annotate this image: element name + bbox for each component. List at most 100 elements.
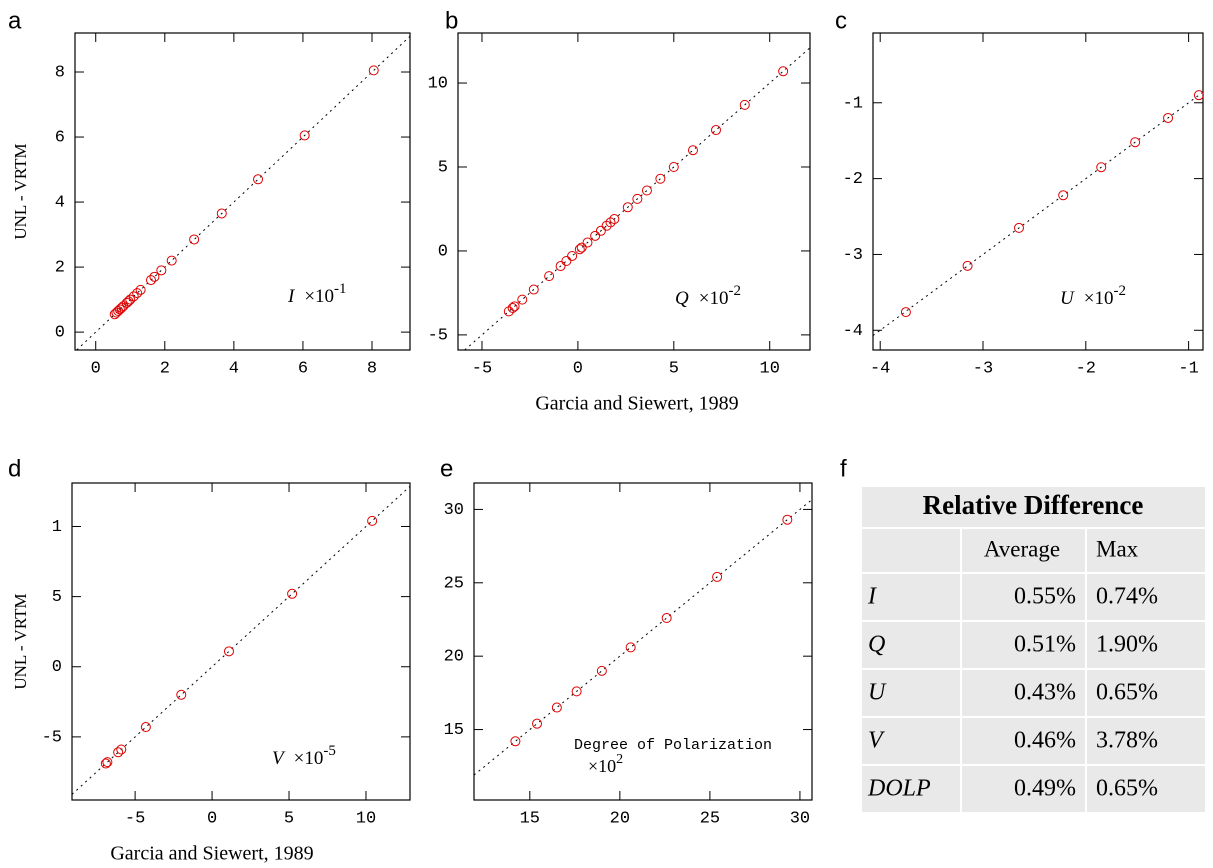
y-tick-label: -4	[843, 322, 863, 341]
point	[223, 646, 234, 657]
scale: ×10	[304, 286, 334, 307]
point	[601, 220, 612, 231]
table-cell	[962, 574, 1085, 620]
table-cell	[1087, 670, 1205, 716]
point	[622, 202, 633, 213]
x-tick-label: 30	[790, 809, 810, 828]
point	[532, 718, 543, 729]
x-tick-label: 0	[91, 359, 101, 378]
panel-letter: b	[445, 7, 458, 34]
y-tick-label: 2	[55, 259, 65, 278]
point	[507, 303, 518, 314]
plot-frame	[74, 32, 411, 351]
one-to-one-line	[464, 47, 811, 351]
max-value: 1.90%	[1096, 632, 1158, 658]
table-cell	[1087, 574, 1205, 620]
plot-frame	[457, 32, 811, 351]
point	[661, 613, 672, 624]
max-value: 0.74%	[1096, 584, 1158, 610]
table-cell	[1087, 766, 1205, 812]
point	[503, 306, 514, 317]
x-tick-label: -2	[1076, 359, 1096, 378]
annotation: Q ×10-2	[675, 283, 741, 309]
point	[510, 736, 521, 747]
point	[149, 271, 160, 282]
point	[1058, 190, 1069, 201]
variable: U	[1060, 288, 1075, 309]
exponent: -1	[334, 281, 347, 297]
point	[555, 261, 566, 272]
point	[551, 702, 562, 713]
point	[632, 193, 643, 204]
x-tick-label: -4	[870, 359, 890, 378]
table-title: Relative Difference	[923, 490, 1144, 520]
point	[100, 758, 111, 769]
point	[299, 130, 310, 141]
y-tick-label: 4	[55, 194, 65, 213]
y-tick-label: -1	[843, 94, 863, 113]
plot-frame	[872, 32, 1204, 351]
point	[367, 515, 378, 526]
point	[509, 301, 520, 312]
table-cell	[862, 766, 960, 812]
x-tick-label: -5	[125, 809, 145, 828]
variable: V	[272, 748, 286, 769]
point	[900, 307, 911, 318]
y-tick-label: 0	[438, 242, 448, 261]
annotation: Degree of Polarization	[574, 737, 772, 754]
point	[590, 230, 601, 241]
x-tick-label: 6	[298, 359, 308, 378]
table-cell	[862, 718, 960, 764]
one-to-one-line	[872, 91, 1204, 336]
x-tick-label: 8	[367, 359, 377, 378]
point	[517, 294, 528, 305]
table-header-cell	[962, 529, 1085, 572]
y-tick-label: 0	[55, 324, 65, 343]
table-header-cell	[862, 529, 960, 572]
y-tick-label: -2	[843, 170, 863, 189]
point	[1130, 137, 1141, 148]
table-title-cell	[862, 487, 1205, 527]
x-tick-label: 10	[356, 809, 376, 828]
point	[140, 722, 151, 733]
point	[287, 588, 298, 599]
point	[1193, 90, 1204, 101]
point	[655, 173, 666, 184]
panel-letter: e	[440, 455, 453, 482]
y-tick-label: 30	[444, 501, 464, 520]
table-cell	[862, 622, 960, 668]
point	[102, 757, 113, 768]
panel-letter: c	[835, 7, 847, 34]
point	[368, 65, 379, 76]
max-value: 3.78%	[1096, 728, 1158, 754]
x-tick-label: -5	[472, 359, 492, 378]
exponent: 2	[616, 752, 623, 767]
variable: I	[287, 286, 296, 307]
panel-letter: f	[840, 455, 847, 482]
point	[574, 244, 585, 255]
max-value: 0.65%	[1096, 680, 1158, 706]
max-value: 0.65%	[1096, 776, 1158, 802]
point	[544, 271, 555, 282]
x-tick-label: 20	[610, 809, 630, 828]
point	[125, 294, 136, 305]
point	[576, 242, 587, 253]
average-value: 0.55%	[1014, 584, 1076, 610]
one-to-one-line	[71, 485, 411, 795]
point	[176, 689, 187, 700]
y-axis-label: UNL - VRTM	[11, 143, 30, 239]
point	[561, 256, 572, 267]
row-label: U	[868, 680, 887, 706]
point	[166, 255, 177, 266]
scale: ×10	[294, 748, 324, 769]
one-to-one-line	[76, 35, 411, 351]
point	[625, 642, 636, 653]
y-tick-label: 1	[52, 518, 62, 537]
scale: ×10	[699, 288, 729, 309]
x-tick-label: 4	[229, 359, 239, 378]
y-tick-label: 15	[444, 721, 464, 740]
point	[711, 125, 722, 136]
point	[114, 304, 125, 315]
table-cell	[1087, 718, 1205, 764]
